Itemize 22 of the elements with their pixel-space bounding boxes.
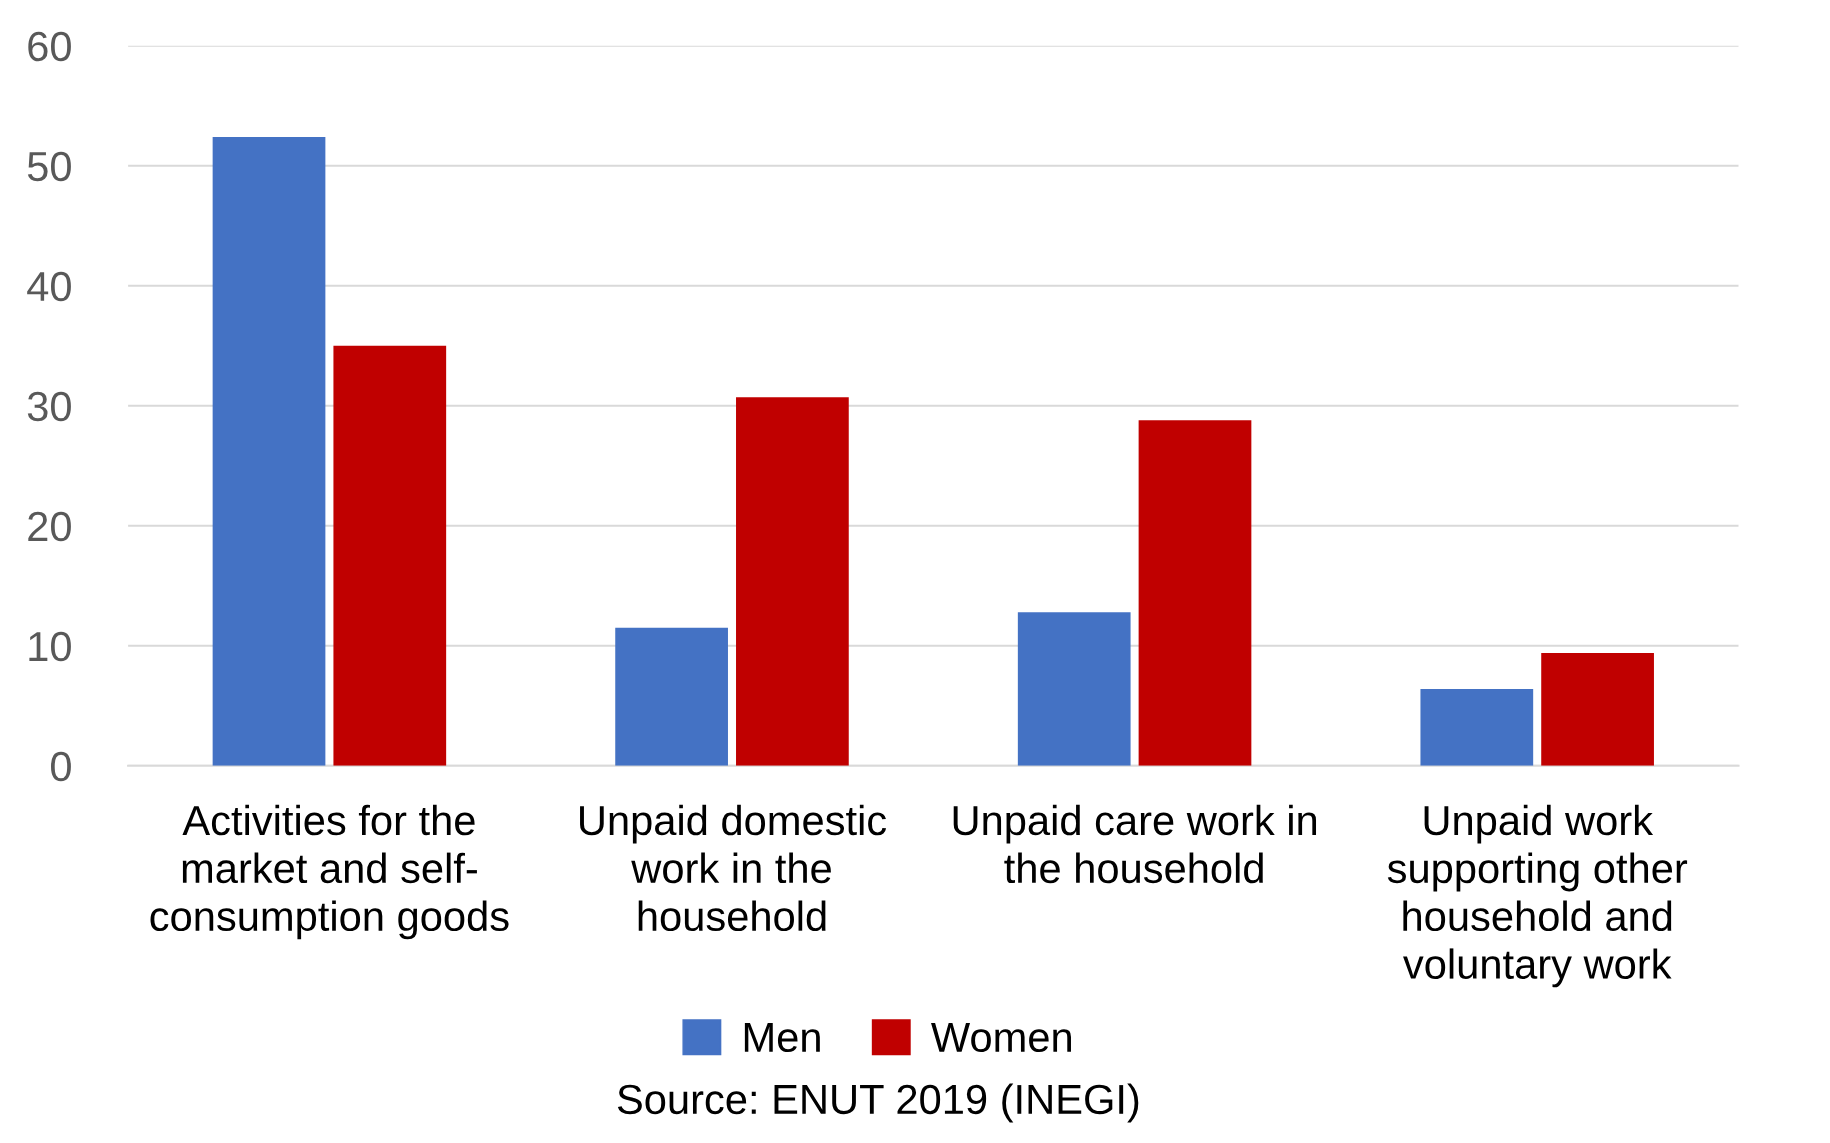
bar	[1017, 612, 1131, 766]
y-tick-label: 60	[28, 31, 71, 62]
y-tick-label: 20	[28, 511, 71, 542]
y-tick-label: 0	[51, 751, 71, 782]
bar	[333, 345, 447, 766]
y-tick-label: 10	[29, 631, 71, 662]
bar	[1420, 689, 1534, 766]
bar	[615, 627, 728, 766]
source-note: Source: ENUT 2019 (INEGI)	[617, 1083, 1139, 1123]
legend-label: Men	[744, 1022, 820, 1053]
x-tick-label: Unpaid work supporting other household and voluntary work	[1387, 804, 1688, 988]
legend-label: Women	[931, 1022, 1071, 1053]
x-tick-label: Unpaid domestic work in the household	[580, 804, 887, 932]
y-tick-label: 40	[27, 271, 71, 302]
y-tick-label: 30	[27, 391, 71, 422]
y-tick-label: 50	[27, 151, 71, 182]
bar	[1541, 653, 1654, 766]
bar	[212, 136, 326, 766]
x-tick-label: Unpaid care work in the household	[953, 804, 1317, 884]
bar	[1138, 420, 1252, 766]
bar	[736, 397, 849, 766]
x-tick-label: Activities for the market and self- consumption goods	[150, 804, 509, 940]
